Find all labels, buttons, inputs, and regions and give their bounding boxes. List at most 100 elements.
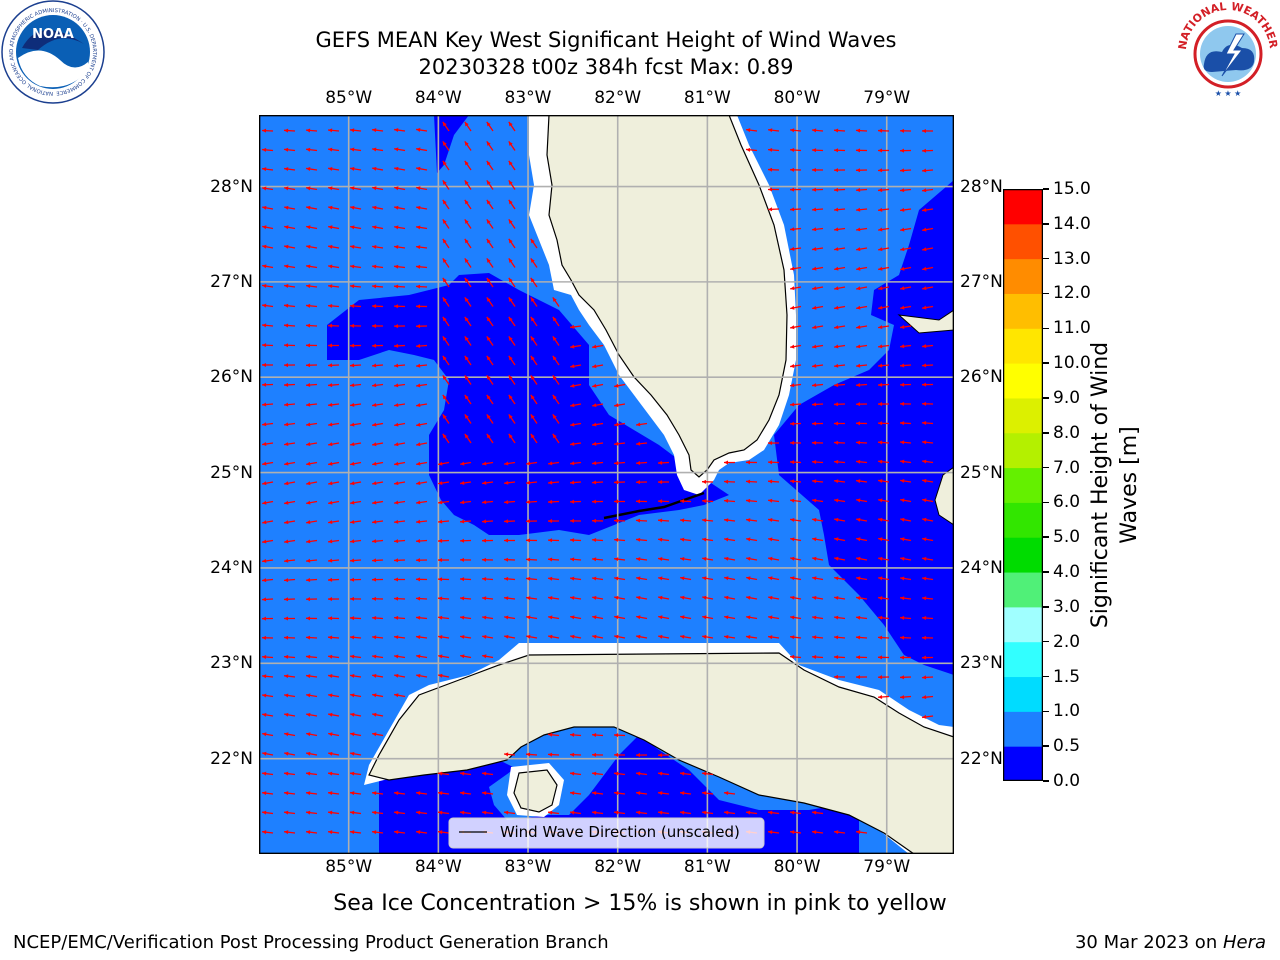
wave-direction-arrow [508, 121, 516, 132]
wave-direction-arrow [327, 616, 340, 621]
wave-direction-arrow [613, 733, 626, 738]
wave-direction-arrow [508, 219, 516, 229]
wave-direction-arrow [530, 414, 538, 424]
wave-direction-arrow [855, 421, 868, 426]
wave-direction-arrow [530, 297, 538, 307]
wave-direction-arrow [442, 355, 450, 366]
colorbar-tick-mark [1043, 640, 1049, 643]
wave-direction-arrow [328, 712, 340, 717]
wave-direction-arrow [350, 186, 362, 191]
wave-direction-arrow [855, 187, 868, 192]
wave-direction-arrow [767, 441, 780, 446]
wave-direction-arrow [526, 461, 538, 466]
wave-direction-arrow [464, 199, 472, 210]
wave-direction-arrow [460, 810, 472, 815]
wave-direction-arrow [658, 595, 670, 600]
wave-direction-arrow [327, 383, 340, 388]
wave-direction-arrow [372, 244, 384, 249]
wave-direction-arrow [856, 266, 868, 271]
wave-direction-arrow [636, 422, 648, 427]
wave-direction-arrow [790, 246, 802, 251]
wave-direction-arrow [900, 498, 912, 503]
wave-direction-arrow [416, 481, 428, 486]
wave-direction-arrow [525, 480, 538, 485]
wave-direction-arrow [460, 654, 472, 659]
wave-direction-arrow [464, 316, 472, 327]
wave-direction-arrow [284, 500, 296, 505]
wave-direction-arrow [328, 732, 340, 737]
wave-direction-arrow [305, 147, 318, 152]
wave-direction-arrow [283, 616, 296, 621]
wave-direction-arrow [592, 441, 604, 446]
wave-direction-arrow [680, 537, 692, 542]
wave-direction-arrow [481, 538, 494, 543]
wave-direction-arrow [723, 498, 736, 503]
wave-direction-arrow [790, 364, 802, 368]
wave-direction-arrow [372, 519, 384, 524]
wave-direction-arrow [922, 478, 934, 483]
wave-direction-arrow [508, 141, 516, 151]
wave-direction-arrow [790, 305, 802, 310]
grand-bahama [897, 309, 954, 334]
wave-direction-arrow [547, 538, 560, 543]
wave-direction-arrow [372, 422, 384, 427]
wave-direction-arrow [877, 421, 890, 426]
wave-direction-arrow [569, 732, 582, 737]
wave-direction-arrow [569, 557, 582, 562]
wave-direction-arrow [305, 577, 318, 582]
wave-direction-arrow [552, 355, 560, 366]
wave-direction-arrow [415, 324, 428, 329]
legend-box: Wind Wave Direction (unscaled) [448, 817, 765, 849]
wave-direction-arrow [657, 499, 670, 504]
wave-direction-arrow [811, 383, 824, 388]
wave-direction-arrow [899, 695, 912, 700]
wave-direction-arrow [635, 441, 648, 446]
wave-direction-arrow [328, 147, 340, 152]
wave-direction-arrow [899, 168, 912, 173]
wave-direction-arrow [305, 363, 318, 368]
wave-direction-arrow [922, 537, 934, 542]
wave-direction-arrow [552, 375, 560, 385]
wave-direction-arrow [349, 539, 362, 544]
wave-direction-arrow [569, 499, 582, 504]
colorbar-tick-mark [1043, 223, 1049, 225]
wave-direction-arrow [680, 634, 692, 639]
wave-direction-arrow [899, 188, 912, 193]
wave-direction-arrow [371, 383, 384, 388]
wave-direction-arrow [416, 403, 428, 408]
wave-direction-arrow [767, 460, 780, 465]
wave-direction-arrow [900, 459, 912, 464]
wave-direction-arrow [416, 245, 428, 250]
wave-direction-arrow [834, 479, 846, 484]
wave-direction-arrow [790, 537, 802, 542]
wave-direction-arrow [437, 577, 450, 582]
wave-direction-arrow [416, 147, 428, 152]
wave-direction-arrow [657, 518, 670, 523]
wave-direction-arrow [636, 634, 648, 639]
y-tick-label-left: 22°N [210, 748, 253, 769]
wave-direction-arrow [460, 791, 472, 796]
wave-direction-arrow [789, 167, 802, 172]
wave-direction-arrow [350, 422, 362, 427]
wave-direction-arrow [438, 461, 450, 466]
wave-direction-arrow [371, 635, 384, 640]
wave-direction-arrow [552, 433, 560, 444]
wave-direction-arrow [416, 500, 428, 505]
wave-direction-arrow [328, 461, 340, 466]
wave-direction-arrow [833, 207, 846, 212]
wave-direction-arrow [878, 305, 890, 310]
isla-de-la-juventud [513, 769, 558, 813]
y-tick-label-right: 27°N [960, 271, 1003, 292]
wave-direction-arrow [416, 225, 428, 230]
bahamas-andros [934, 466, 954, 526]
wave-direction-arrow [679, 518, 692, 523]
wave-direction-arrow [834, 305, 846, 310]
wave-direction-arrow [658, 634, 670, 639]
chart-title: GEFS MEAN Key West Significant Height of… [315, 28, 897, 52]
wave-direction-arrow [349, 635, 362, 640]
wave-direction-arrow [900, 478, 912, 483]
wave-direction-arrow [526, 634, 538, 639]
wave-direction-arrow [855, 168, 868, 173]
wave-direction-arrow [371, 539, 384, 544]
wave-direction-arrow [723, 479, 736, 484]
